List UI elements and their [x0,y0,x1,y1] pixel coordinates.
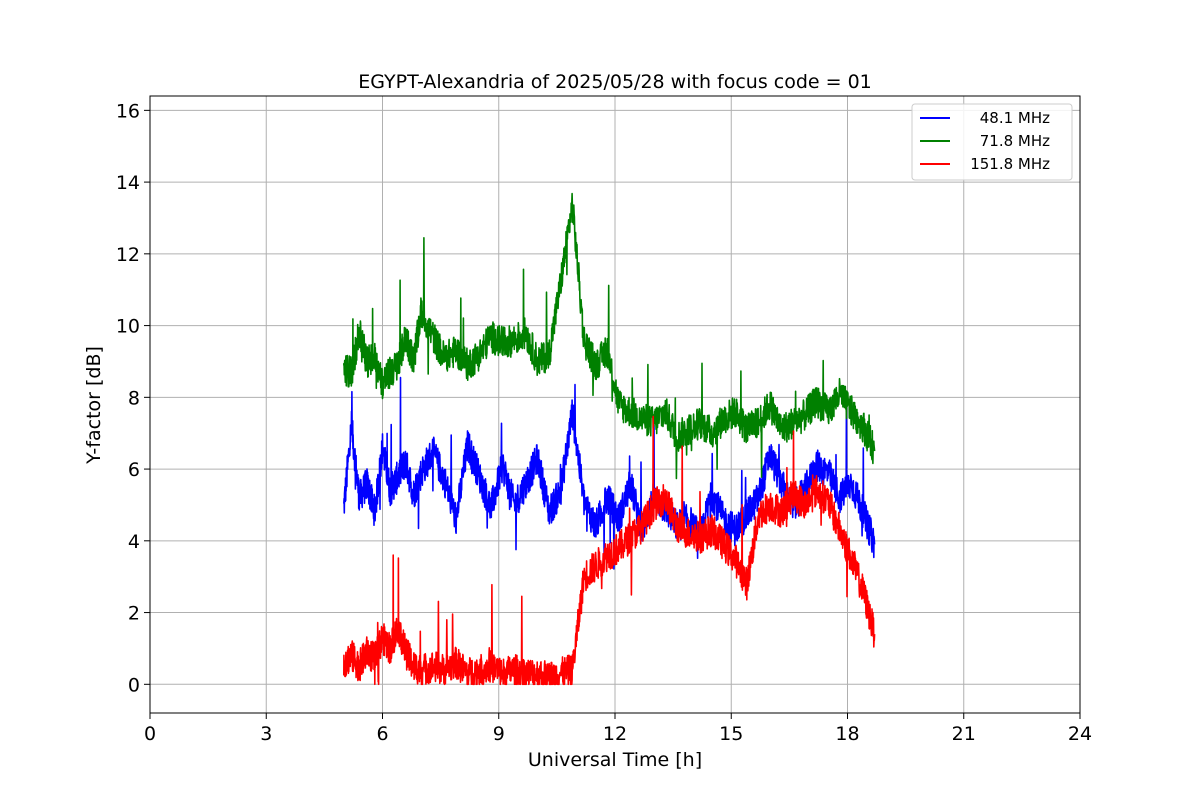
y-tick-label: 0 [128,674,140,696]
x-tick-label: 21 [952,723,976,745]
x-tick-label: 0 [144,723,156,745]
y-tick-label: 6 [128,459,140,481]
x-tick-label: 24 [1068,723,1092,745]
x-tick-label: 18 [835,723,859,745]
x-tick-label: 12 [603,723,627,745]
legend: 48.1 MHz 71.8 MHz 151.8 MHz [911,103,1073,181]
x-tick-label: 9 [493,723,505,745]
y-axis-label: Y-factor [dB] [83,346,105,465]
y-tick-label: 4 [128,531,140,553]
y-tick-label: 14 [116,172,140,194]
y-tick-label: 10 [116,316,140,338]
legend-box [911,103,1073,181]
y-tick-label: 2 [128,603,140,625]
x-tick-label: 3 [260,723,272,745]
x-tick-label: 15 [719,723,743,745]
series-line-3 [343,415,876,686]
series-line-2 [343,192,876,480]
series-line-1 [343,376,876,570]
x-tick-label: 6 [376,723,388,745]
legend-label-3: 151.8 MHz [970,155,1050,173]
y-tick-label: 16 [116,100,140,122]
x-axis-label: Universal Time [h] [528,749,702,771]
legend-label-1: 48.1 MHz [980,109,1050,127]
series-layer [343,192,876,686]
y-tick-label: 8 [128,387,140,409]
y-tick-label: 12 [116,244,140,266]
chart-title: EGYPT-Alexandria of 2025/05/28 with focu… [358,71,872,93]
legend-label-2: 71.8 MHz [980,132,1050,150]
